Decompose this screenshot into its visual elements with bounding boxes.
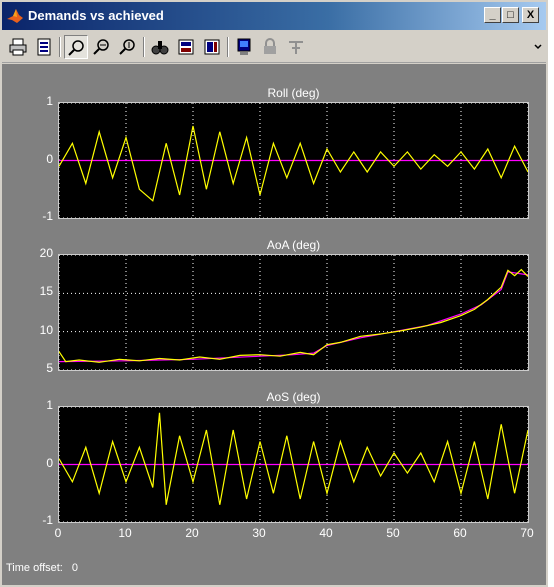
- toolbar-separator: [227, 37, 229, 57]
- y-tick-label: 1: [46, 398, 53, 412]
- toolbar-separator: [59, 37, 61, 57]
- zoom-x-icon: [93, 39, 109, 55]
- series-achieved: [59, 125, 528, 202]
- plot-title: AoA (deg): [266, 238, 321, 252]
- axes-aoa[interactable]: [58, 254, 529, 371]
- toolbar-overflow-icon[interactable]: [534, 43, 542, 51]
- signal-selection-button[interactable]: [284, 35, 308, 59]
- time-offset-value: 0: [71, 562, 79, 574]
- y-tick-label: -1: [42, 513, 53, 527]
- close-button[interactable]: X: [522, 7, 539, 23]
- x-tick-label: 30: [252, 526, 266, 540]
- x-tick-label: 50: [386, 526, 400, 540]
- axes-aos[interactable]: [58, 406, 529, 523]
- maximize-button[interactable]: □: [502, 7, 519, 23]
- print-preview-icon: [37, 38, 51, 56]
- window-title: Demands vs achieved: [28, 8, 164, 23]
- y-tick-label: 1: [46, 94, 53, 108]
- time-offset-label: Time offset:: [6, 562, 63, 574]
- floating-scope-icon: [237, 38, 251, 55]
- x-tick-label: 60: [453, 526, 467, 540]
- series-achieved: [59, 412, 528, 505]
- y-tick-label: 0: [46, 455, 53, 470]
- scope-params-icon: [204, 39, 220, 55]
- x-tick-label: 10: [118, 526, 132, 540]
- zoom-in-button[interactable]: [64, 35, 88, 59]
- zoom-y-icon: [119, 39, 135, 55]
- x-tick-label: 70: [520, 526, 534, 540]
- plot-title: Roll (deg): [267, 86, 320, 100]
- y-tick-label: 5: [46, 361, 53, 375]
- series-achieved: [59, 268, 528, 363]
- plot-canvas: [59, 407, 528, 522]
- title-bar[interactable]: Demands vs achieved _ □ X: [2, 2, 546, 30]
- matlab-logo-icon: [7, 9, 23, 23]
- axes-roll[interactable]: [58, 102, 529, 219]
- y-tick-label: -1: [42, 209, 53, 223]
- y-tick-label: 20: [39, 246, 53, 260]
- zoom-in-icon: [68, 40, 84, 56]
- plot-canvas: [59, 255, 528, 370]
- zoom-y-button[interactable]: [116, 35, 140, 59]
- plot-canvas: [59, 103, 528, 218]
- print-button[interactable]: [6, 35, 30, 59]
- print-preview-button[interactable]: [32, 35, 56, 59]
- floating-scope-button[interactable]: [232, 35, 256, 59]
- y-tick-label: 0: [46, 151, 53, 166]
- find-button[interactable]: [148, 35, 172, 59]
- plot-title: AoS (deg): [266, 390, 321, 404]
- lock-axes-button[interactable]: [258, 35, 282, 59]
- time-offset: Time offset: 0: [6, 562, 78, 574]
- x-tick-label: 20: [185, 526, 199, 540]
- scale-to-fit-icon: [178, 39, 194, 55]
- signal-selection-icon: [289, 41, 303, 54]
- lock-icon: [264, 38, 276, 54]
- x-tick-label: 40: [319, 526, 333, 540]
- toolbar-separator: [143, 37, 145, 57]
- zoom-x-button[interactable]: [90, 35, 114, 59]
- y-tick-label: 10: [39, 322, 53, 337]
- scale-to-fit-button[interactable]: [174, 35, 198, 59]
- toolbar: [2, 32, 546, 63]
- y-tick-label: 15: [39, 284, 53, 299]
- print-icon: [9, 38, 27, 56]
- scope-parameters-button[interactable]: [200, 35, 224, 59]
- x-tick-label: 0: [54, 526, 62, 540]
- find-icon: [151, 41, 169, 55]
- minimize-button[interactable]: _: [484, 7, 501, 23]
